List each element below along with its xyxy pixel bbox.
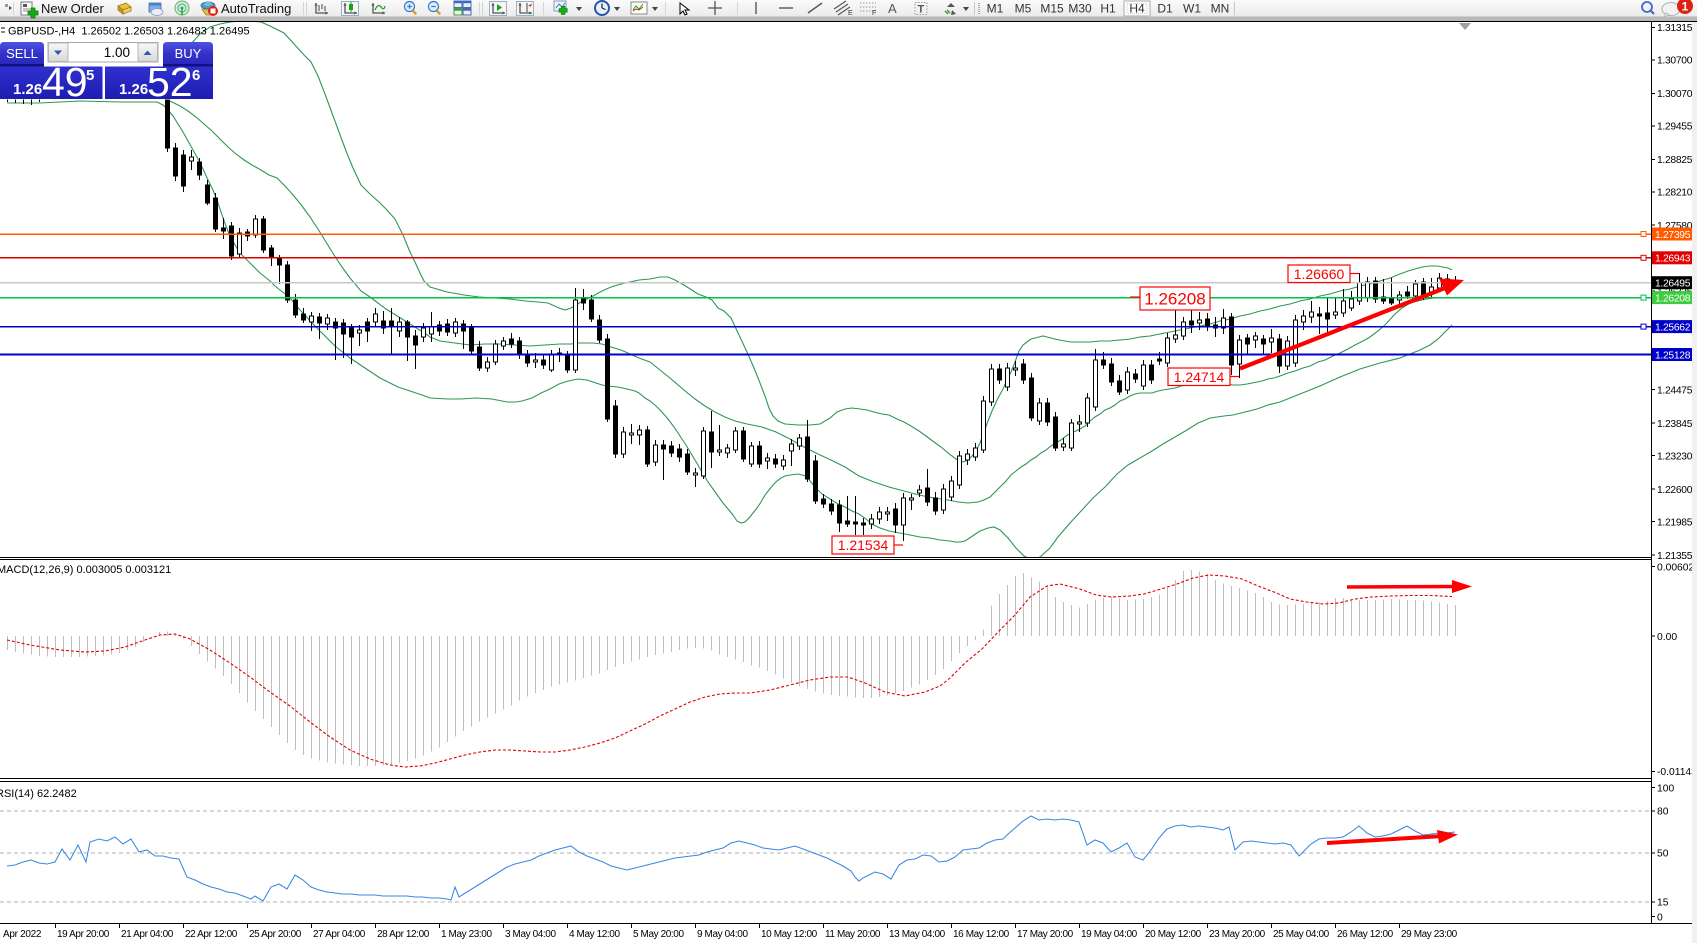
svg-text:1.30700: 1.30700 bbox=[1657, 56, 1693, 67]
svg-text:26 May 12:00: 26 May 12:00 bbox=[1337, 929, 1394, 940]
svg-text:F: F bbox=[872, 10, 876, 17]
svg-text:M30: M30 bbox=[1068, 2, 1092, 16]
svg-text:22 Apr 12:00: 22 Apr 12:00 bbox=[185, 929, 238, 940]
svg-text:11 May 20:00: 11 May 20:00 bbox=[825, 929, 881, 940]
svg-text:T: T bbox=[918, 4, 925, 16]
svg-text:5: 5 bbox=[86, 67, 94, 84]
svg-text:1: 1 bbox=[1682, 0, 1689, 14]
svg-text:9 May 04:00: 9 May 04:00 bbox=[697, 929, 748, 940]
svg-text:D1: D1 bbox=[1157, 2, 1173, 16]
svg-text:23 May 20:00: 23 May 20:00 bbox=[1209, 929, 1266, 940]
svg-text:GBPUSD-,H4 1.26502 1.26503 1.: GBPUSD-,H4 1.26502 1.26503 1.26483 1.264… bbox=[8, 26, 250, 38]
svg-text:1.26208: 1.26208 bbox=[1655, 293, 1691, 304]
svg-text:1 May 23:00: 1 May 23:00 bbox=[441, 929, 492, 940]
svg-text:17 May 20:00: 17 May 20:00 bbox=[1017, 929, 1074, 940]
svg-text:19 Apr 20:00: 19 Apr 20:00 bbox=[57, 929, 110, 940]
svg-text:6: 6 bbox=[192, 67, 200, 84]
svg-text:0: 0 bbox=[1657, 912, 1663, 923]
svg-text:E: E bbox=[848, 10, 853, 17]
svg-text:80: 80 bbox=[1657, 807, 1669, 818]
svg-text:1.21534: 1.21534 bbox=[838, 537, 889, 553]
svg-text:25 Apr 20:00: 25 Apr 20:00 bbox=[249, 929, 302, 940]
svg-text:15: 15 bbox=[1657, 898, 1669, 909]
svg-text:52: 52 bbox=[147, 59, 193, 105]
svg-text:1.21985: 1.21985 bbox=[1657, 517, 1693, 528]
svg-text:1.22600: 1.22600 bbox=[1657, 485, 1693, 496]
svg-text:M15: M15 bbox=[1040, 2, 1064, 16]
svg-text:1.28210: 1.28210 bbox=[1657, 188, 1693, 199]
svg-text:20 May 12:00: 20 May 12:00 bbox=[1145, 929, 1202, 940]
svg-text:1.29455: 1.29455 bbox=[1657, 122, 1693, 133]
svg-text:1.25128: 1.25128 bbox=[1655, 350, 1691, 361]
svg-text:1.26: 1.26 bbox=[119, 81, 148, 98]
svg-text:0.006028: 0.006028 bbox=[1657, 562, 1697, 573]
svg-text:1.28825: 1.28825 bbox=[1657, 155, 1693, 166]
svg-text:Apr 2022: Apr 2022 bbox=[3, 929, 42, 940]
svg-text:SELL: SELL bbox=[6, 46, 38, 61]
svg-text:1.26: 1.26 bbox=[13, 81, 42, 98]
svg-text:1.00: 1.00 bbox=[104, 45, 130, 60]
svg-text:19 May 04:00: 19 May 04:00 bbox=[1081, 929, 1138, 940]
svg-text:1.26208: 1.26208 bbox=[1144, 290, 1205, 309]
svg-text:1.24475: 1.24475 bbox=[1657, 386, 1693, 397]
svg-text:H1: H1 bbox=[1100, 2, 1116, 16]
svg-text:New Order: New Order bbox=[41, 1, 105, 16]
svg-text:MACD(12,26,9) 0.003005 0.00312: MACD(12,26,9) 0.003005 0.003121 bbox=[0, 564, 171, 576]
svg-text:A: A bbox=[888, 1, 897, 16]
svg-text:10 May 12:00: 10 May 12:00 bbox=[761, 929, 818, 940]
svg-text:1.26495: 1.26495 bbox=[1655, 279, 1691, 290]
svg-text:BUY: BUY bbox=[175, 46, 202, 61]
svg-text:RSI(14) 62.2482: RSI(14) 62.2482 bbox=[0, 788, 77, 800]
svg-text:MN: MN bbox=[1211, 2, 1230, 16]
svg-text:1.21355: 1.21355 bbox=[1657, 551, 1693, 562]
svg-text:29 May 23:00: 29 May 23:00 bbox=[1401, 929, 1458, 940]
svg-text:AutoTrading: AutoTrading bbox=[221, 1, 291, 16]
svg-text:1.31315: 1.31315 bbox=[1657, 23, 1693, 34]
svg-text:-0.011431: -0.011431 bbox=[1657, 767, 1697, 778]
svg-text:H4: H4 bbox=[1129, 2, 1145, 16]
svg-text:1.30070: 1.30070 bbox=[1657, 89, 1693, 100]
svg-text:W1: W1 bbox=[1183, 2, 1201, 16]
svg-text:13 May 04:00: 13 May 04:00 bbox=[889, 929, 946, 940]
svg-text:1.24714: 1.24714 bbox=[1174, 369, 1225, 385]
svg-text:M5: M5 bbox=[1015, 2, 1032, 16]
svg-text:49: 49 bbox=[42, 59, 88, 105]
svg-text:1.26943: 1.26943 bbox=[1655, 254, 1691, 265]
svg-text:M1: M1 bbox=[987, 2, 1004, 16]
svg-text:25 May 04:00: 25 May 04:00 bbox=[1273, 929, 1330, 940]
svg-text:1.27580: 1.27580 bbox=[1657, 221, 1693, 232]
svg-text:5 May 20:00: 5 May 20:00 bbox=[633, 929, 684, 940]
svg-text:1.27395: 1.27395 bbox=[1655, 230, 1691, 241]
svg-text:50: 50 bbox=[1657, 849, 1669, 860]
svg-text:1.23845: 1.23845 bbox=[1657, 419, 1693, 430]
svg-text:1.25662: 1.25662 bbox=[1655, 322, 1691, 333]
svg-text:28 Apr 12:00: 28 Apr 12:00 bbox=[377, 929, 430, 940]
svg-text:0.00: 0.00 bbox=[1657, 632, 1677, 643]
svg-text:21 Apr 04:00: 21 Apr 04:00 bbox=[121, 929, 174, 940]
svg-text:3 May 04:00: 3 May 04:00 bbox=[505, 929, 556, 940]
svg-text:16 May 12:00: 16 May 12:00 bbox=[953, 929, 1010, 940]
svg-text:1.26660: 1.26660 bbox=[1294, 266, 1345, 282]
svg-text:100: 100 bbox=[1657, 784, 1674, 795]
svg-text:4 May 12:00: 4 May 12:00 bbox=[569, 929, 620, 940]
svg-text:27 Apr 04:00: 27 Apr 04:00 bbox=[313, 929, 366, 940]
svg-text:1.23230: 1.23230 bbox=[1657, 452, 1693, 463]
